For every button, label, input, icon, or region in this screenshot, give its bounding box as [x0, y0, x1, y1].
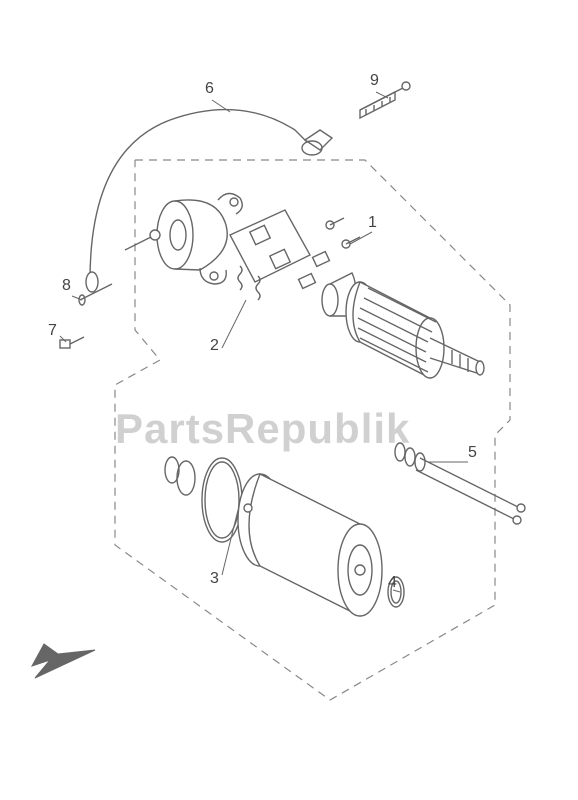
screw-9: [360, 82, 410, 118]
through-bolts: [416, 458, 525, 524]
callout-5: 5: [468, 444, 477, 462]
callout-8: 8: [62, 277, 71, 295]
end-cap: [125, 193, 242, 284]
brush-holder: [230, 210, 360, 300]
callout-4: 4: [388, 574, 397, 592]
exploded-diagram: 1 2 3 4 5 6 7 8 9 PartsRepublik: [0, 0, 578, 800]
direction-arrow: [32, 644, 95, 678]
callout-7: 7: [48, 322, 57, 340]
armature: [322, 273, 484, 378]
callout-3: 3: [210, 570, 219, 588]
shims: [395, 443, 425, 471]
motor-housing: [238, 474, 382, 616]
diagram-svg: [0, 0, 578, 800]
callout-9: 9: [370, 72, 379, 90]
callout-6: 6: [205, 80, 214, 98]
callout-2: 2: [210, 337, 219, 355]
o-ring-and-washers: [165, 457, 242, 542]
callout-1: 1: [368, 214, 377, 232]
